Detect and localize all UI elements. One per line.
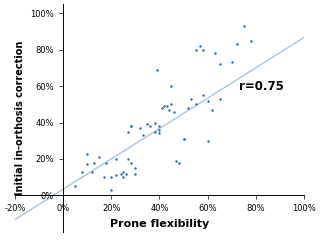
Point — [198, 44, 203, 48]
Point — [166, 108, 172, 112]
Point — [200, 93, 205, 97]
Point — [101, 175, 107, 179]
Point — [89, 170, 94, 174]
Point — [200, 48, 205, 52]
Point — [92, 161, 97, 165]
Point — [114, 174, 119, 177]
Point — [212, 51, 217, 55]
Point — [162, 104, 167, 108]
Point — [229, 60, 234, 64]
Point — [241, 24, 246, 28]
Point — [205, 99, 210, 103]
Point — [73, 184, 78, 188]
Point — [133, 172, 138, 175]
Point — [157, 132, 162, 135]
Point — [186, 106, 191, 110]
Point — [157, 128, 162, 132]
Point — [133, 166, 138, 170]
Point — [84, 152, 90, 156]
Point — [123, 172, 128, 175]
Point — [210, 108, 215, 112]
Point — [118, 172, 124, 175]
Point — [181, 137, 186, 141]
Point — [169, 84, 174, 88]
Point — [176, 161, 181, 165]
Point — [114, 157, 119, 161]
Point — [121, 170, 126, 174]
X-axis label: Prone flexibility: Prone flexibility — [110, 219, 209, 229]
Point — [155, 68, 160, 72]
Point — [140, 133, 145, 137]
Point — [193, 48, 198, 52]
Point — [217, 97, 222, 101]
Point — [109, 175, 114, 179]
Point — [125, 130, 131, 134]
Point — [193, 102, 198, 106]
Point — [125, 157, 131, 161]
Point — [248, 39, 253, 42]
Point — [157, 124, 162, 128]
Point — [128, 161, 133, 165]
Point — [205, 139, 210, 143]
Point — [164, 104, 169, 108]
Point — [217, 62, 222, 66]
Text: r=0.75: r=0.75 — [239, 80, 284, 93]
Point — [147, 124, 152, 128]
Point — [128, 124, 133, 128]
Point — [109, 188, 114, 192]
Point — [97, 155, 102, 159]
Point — [174, 159, 179, 163]
Point — [80, 170, 85, 174]
Point — [104, 161, 109, 165]
Point — [169, 102, 174, 106]
Point — [138, 126, 143, 130]
Point — [188, 97, 193, 101]
Point — [128, 124, 133, 128]
Y-axis label: Initial in-orthosis correction: Initial in-orthosis correction — [15, 41, 25, 195]
Point — [152, 121, 157, 125]
Point — [234, 42, 239, 46]
Point — [181, 137, 186, 141]
Point — [145, 122, 150, 126]
Point — [84, 162, 90, 166]
Point — [121, 175, 126, 179]
Point — [171, 110, 176, 114]
Point — [152, 130, 157, 134]
Point — [159, 106, 164, 110]
